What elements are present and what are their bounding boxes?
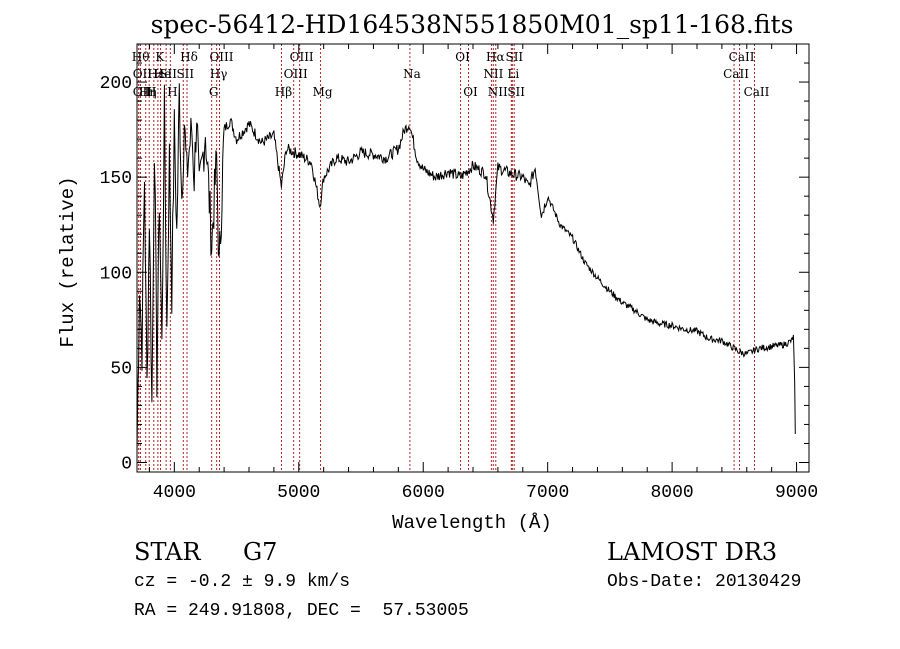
line-label: OI	[455, 50, 470, 64]
line-label: Mg	[313, 85, 333, 99]
x-axis-ticks: 4000 5000 6000 7000 8000 9000	[148, 44, 818, 503]
line-label: CaII	[744, 85, 770, 99]
line-label: NII	[488, 85, 508, 99]
spectral-line-labels: HθOIIOIIHηHHεKHeSIIHSIIHδGHγOIIIHβOIIIOI…	[132, 50, 770, 99]
y-tick-label: 100	[100, 264, 132, 284]
object-class: STAR	[134, 538, 201, 566]
line-label: OIII	[284, 67, 308, 81]
line-label: CaII	[729, 50, 755, 64]
line-label: Hθ	[132, 50, 150, 64]
line-label: Hδ	[180, 50, 198, 64]
x-tick-label: 4000	[153, 483, 196, 503]
x-tick-label: 8000	[651, 483, 694, 503]
line-label: Hβ	[275, 85, 292, 99]
line-label: OIII	[209, 50, 233, 64]
line-label: Hγ	[210, 67, 228, 81]
x-axis-label: Wavelength (Å)	[392, 512, 552, 534]
line-label: H	[167, 85, 177, 99]
y-tick-label: 0	[121, 454, 132, 474]
line-label: Li	[507, 67, 519, 81]
x-tick-label: 7000	[526, 483, 569, 503]
line-label: OII	[133, 67, 153, 81]
y-axis-ticks: 0 50 100 150 200	[100, 62, 809, 474]
redshift-value: cz = -0.2 ± 9.9 km/s	[134, 572, 351, 592]
line-label: Na	[403, 67, 421, 81]
survey-name: LAMOST DR3	[607, 538, 778, 566]
line-label: Hα	[486, 50, 505, 64]
chart-title: spec-56412-HD164538N551850M01_sp11-168.f…	[151, 10, 794, 39]
subclass: G7	[243, 538, 278, 566]
flux-series-line	[136, 83, 796, 454]
line-label: NII	[483, 67, 503, 81]
line-label: SII	[159, 67, 177, 81]
obs-date: Obs-Date: 20130429	[607, 572, 802, 592]
line-label: CaII	[723, 67, 749, 81]
x-tick-label: 6000	[402, 483, 445, 503]
plot-frame	[136, 43, 810, 473]
y-tick-label: 200	[100, 74, 132, 94]
line-label: G	[209, 85, 219, 99]
line-label: SII	[507, 85, 525, 99]
line-label: OIII	[290, 50, 314, 64]
y-tick-label: 150	[100, 169, 132, 189]
line-label: SII	[176, 67, 194, 81]
line-label: Hη	[139, 85, 157, 99]
x-tick-label: 9000	[775, 483, 818, 503]
line-label: H	[146, 85, 156, 99]
line-label: SII	[505, 50, 523, 64]
line-label: OI	[463, 85, 478, 99]
coordinates: RA = 249.91808, DEC = 57.53005	[134, 601, 469, 621]
line-label: Hε	[147, 67, 164, 81]
spectral-line-markers	[138, 44, 755, 472]
x-tick-label: 5000	[277, 483, 320, 503]
line-label: He	[154, 67, 172, 81]
y-axis-label: Flux (relative)	[57, 176, 79, 347]
line-label: K	[155, 50, 165, 64]
line-label: OII	[133, 85, 153, 99]
y-tick-label: 50	[110, 359, 132, 379]
